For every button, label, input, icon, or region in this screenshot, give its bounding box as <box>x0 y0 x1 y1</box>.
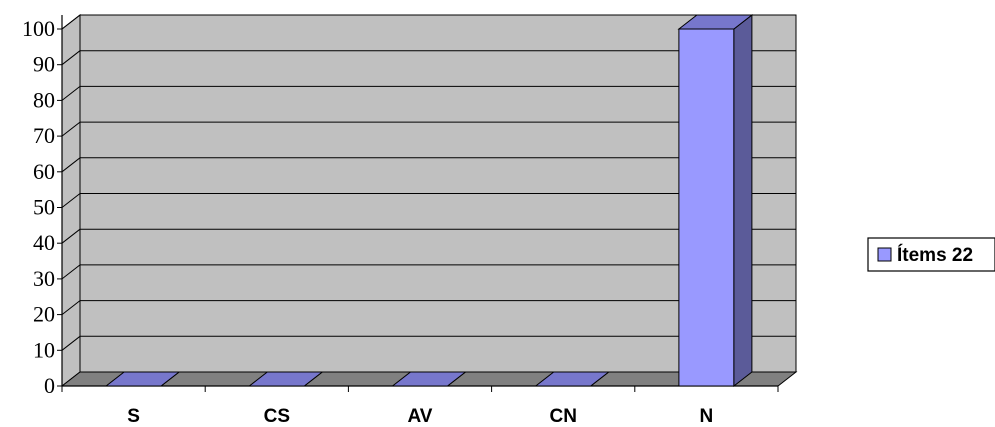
bar <box>534 371 611 387</box>
legend: Ítems 22 <box>867 237 995 272</box>
bar-front <box>678 28 735 387</box>
x-tick-label: CS <box>264 406 290 427</box>
y-tick-label: 80 <box>33 87 55 112</box>
gridline-side <box>61 228 81 244</box>
bar-top <box>677 14 754 30</box>
bar <box>391 371 467 387</box>
y-tick-label: 10 <box>33 337 55 362</box>
x-tick-label: CN <box>549 406 576 427</box>
legend-label: Ítems 22 <box>897 244 973 266</box>
bar <box>677 13 754 388</box>
gridline-side <box>61 121 81 137</box>
gridline-side <box>61 14 81 30</box>
x-tick-label: N <box>700 406 714 427</box>
y-tick-label: 60 <box>33 159 55 184</box>
gridline-side <box>61 335 81 351</box>
y-tick-label: 90 <box>33 52 55 77</box>
gridlines <box>61 14 796 351</box>
gridline-side <box>61 86 81 101</box>
bar-top <box>104 371 181 387</box>
y-tick-label: 100 <box>22 16 55 41</box>
legend-swatch <box>877 247 892 262</box>
bars <box>104 13 754 388</box>
bar-top <box>247 371 324 387</box>
y-tick-label: 40 <box>33 230 55 255</box>
y-tick-label: 50 <box>33 195 55 220</box>
x-tick-label: S <box>127 406 140 427</box>
y-tick-label: 20 <box>33 302 55 327</box>
gridline-side <box>61 50 81 66</box>
bar-side <box>733 13 753 388</box>
bar-top <box>391 371 467 387</box>
bar <box>247 371 324 387</box>
gridline-side <box>61 193 81 208</box>
y-tick-labels: 0 10 20 30 40 50 60 70 80 90 100 <box>22 16 55 398</box>
gridline-side <box>61 157 81 173</box>
x-tick-labels: S CS AV CN N <box>127 406 713 427</box>
y-tick-label: 0 <box>44 373 55 398</box>
y-tick-label: 70 <box>33 123 55 148</box>
gridline-side <box>61 300 81 315</box>
y-tick-label: 30 <box>33 266 55 291</box>
gridline-side <box>61 264 81 280</box>
x-tick-label: AV <box>408 406 433 427</box>
bar-top <box>534 371 611 387</box>
bar <box>104 371 181 387</box>
